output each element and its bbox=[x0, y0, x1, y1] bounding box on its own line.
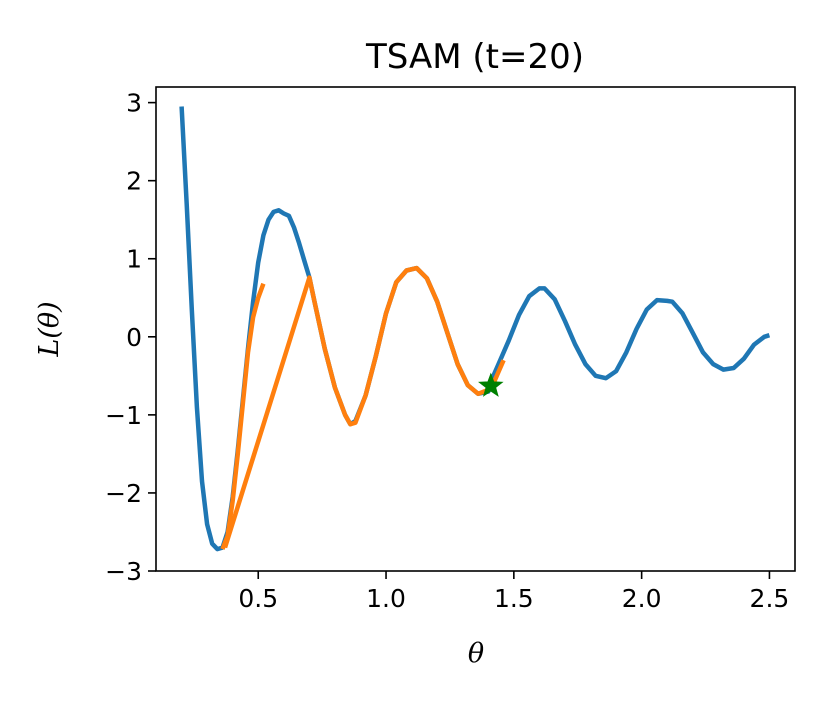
series-layer bbox=[179, 106, 771, 552]
y-axis: −3 −2 −1 0 1 2 3 bbox=[105, 89, 156, 586]
x-tick-label: 1.0 bbox=[366, 584, 406, 613]
chart-title: TSAM (t=20) bbox=[365, 37, 584, 77]
y-tick-label: −1 bbox=[105, 401, 142, 430]
y-axis-label: L(θ) bbox=[34, 301, 65, 357]
y-tick-label: 1 bbox=[126, 245, 142, 274]
star-marker bbox=[478, 372, 504, 397]
x-axis: 0.5 1.0 1.5 2.0 2.5 bbox=[238, 571, 789, 613]
series-tsam-path-2 bbox=[222, 265, 506, 549]
y-tick-label: −3 bbox=[105, 557, 142, 586]
y-tick-label: 2 bbox=[126, 167, 142, 196]
x-tick-label: 2.0 bbox=[622, 584, 662, 613]
plot-frame bbox=[155, 86, 796, 572]
marker-layer bbox=[478, 372, 504, 397]
x-tick-label: 1.5 bbox=[494, 584, 534, 613]
series-tsam-path-1 bbox=[220, 282, 266, 550]
y-tick-label: −2 bbox=[105, 479, 142, 508]
x-tick-label: 0.5 bbox=[238, 584, 278, 613]
y-tick-label: 0 bbox=[126, 323, 142, 352]
y-tick-label: 3 bbox=[126, 89, 142, 118]
x-tick-label: 2.5 bbox=[750, 584, 790, 613]
plot-area bbox=[179, 106, 771, 552]
x-axis-label: θ bbox=[468, 638, 484, 669]
